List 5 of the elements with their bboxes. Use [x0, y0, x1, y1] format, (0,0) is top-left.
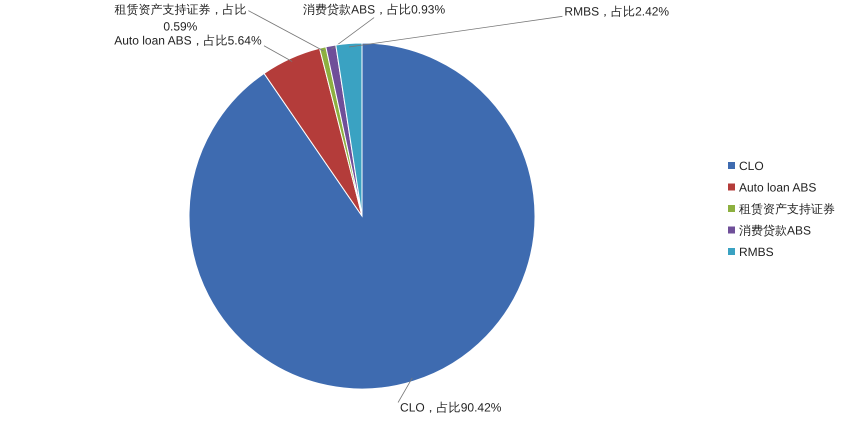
legend-label: Auto loan ABS [739, 180, 816, 194]
legend-label: RMBS [739, 245, 774, 259]
legend-label: 租赁资产支持证券 [739, 202, 835, 216]
legend-label: 消费贷款ABS [739, 224, 812, 238]
legend-label: CLO [739, 159, 764, 173]
